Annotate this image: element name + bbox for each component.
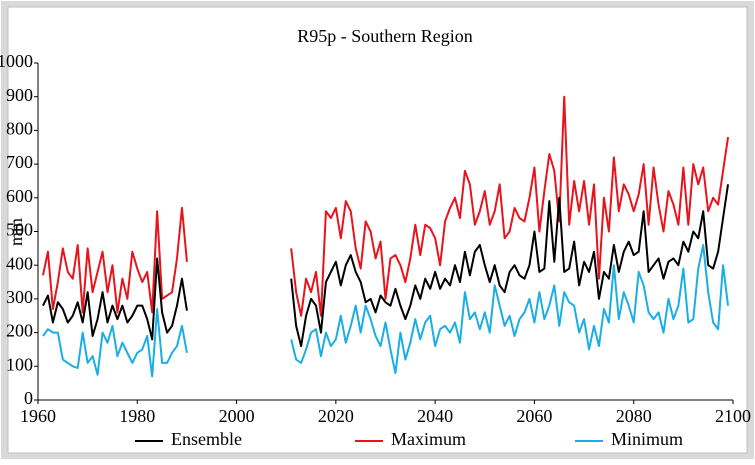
y-tick-label: 600: [6, 186, 33, 206]
x-tick-label: 2060: [516, 406, 552, 426]
y-tick-label: 200: [6, 321, 33, 341]
y-tick-label: 900: [6, 85, 33, 105]
x-tick-label: 1980: [119, 406, 155, 426]
y-tick-label: 0: [24, 388, 33, 408]
frame: [7, 6, 748, 454]
y-axis-label: mm: [6, 218, 26, 246]
y-tick-label: 300: [6, 287, 33, 307]
legend-label: Minimum: [611, 429, 683, 449]
x-tick-label: 2080: [616, 406, 652, 426]
x-tick-label: 1960: [20, 406, 56, 426]
x-tick-label: 2040: [417, 406, 453, 426]
legend-label: Maximum: [391, 429, 466, 449]
y-tick-label: 1000: [0, 51, 33, 71]
series-line: [42, 184, 730, 348]
y-tick-label: 700: [6, 152, 33, 172]
x-tick-label: 2020: [318, 406, 354, 426]
y-tick-label: 400: [6, 253, 33, 273]
y-tick-label: 500: [6, 220, 33, 240]
x-tick-label: 2100: [715, 406, 751, 426]
x-tick-label: 2000: [219, 406, 255, 426]
y-tick-label: 100: [6, 354, 33, 374]
series-line: [42, 243, 730, 378]
series-line: [41, 95, 730, 317]
legend-label: Ensemble: [171, 429, 242, 449]
chart-title: R95p - Southern Region: [297, 26, 473, 46]
y-tick-label: 800: [6, 119, 33, 139]
